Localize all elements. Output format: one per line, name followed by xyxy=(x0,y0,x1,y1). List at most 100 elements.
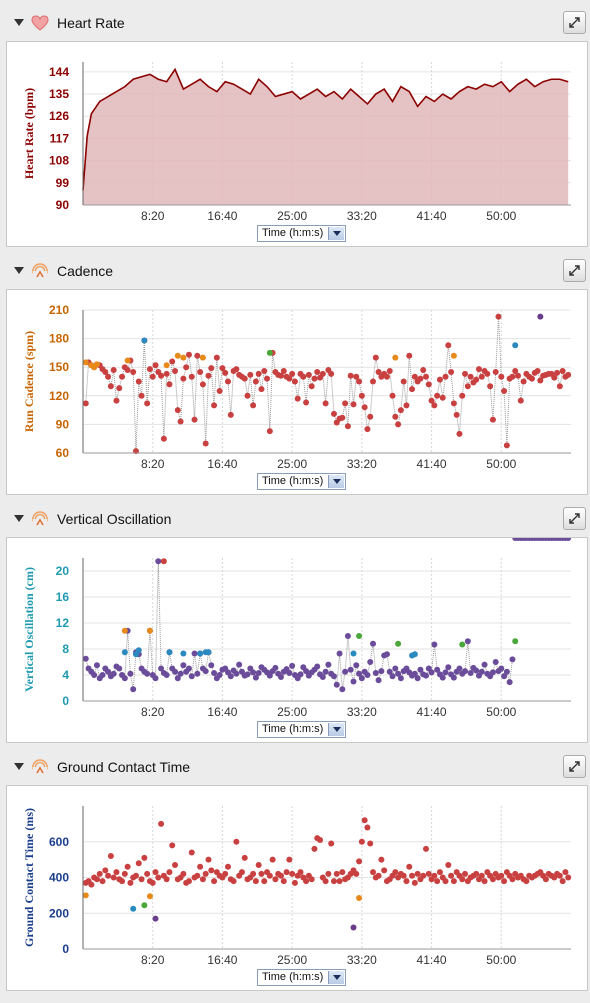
data-point xyxy=(375,677,382,684)
expand-button[interactable] xyxy=(563,507,586,530)
time-unit-select[interactable]: Time (h:m:s) xyxy=(257,969,346,986)
data-point xyxy=(325,870,332,877)
time-unit-select[interactable]: Time (h:m:s) xyxy=(257,225,346,242)
highlight-data-point xyxy=(146,893,153,900)
data-point xyxy=(565,538,572,541)
data-point xyxy=(272,664,279,671)
data-point xyxy=(353,373,360,380)
data-point xyxy=(542,876,549,883)
data-point xyxy=(439,674,446,681)
time-unit-select[interactable]: Time (h:m:s) xyxy=(257,473,346,490)
data-point xyxy=(130,686,137,693)
data-point xyxy=(177,418,184,425)
data-point xyxy=(361,817,368,824)
highlight-data-point xyxy=(356,895,363,902)
data-point xyxy=(205,856,212,863)
highlight-data-point xyxy=(512,638,519,645)
data-point xyxy=(238,869,245,876)
data-point xyxy=(241,854,248,861)
data-point xyxy=(456,430,463,437)
time-unit-select[interactable]: Time (h:m:s) xyxy=(257,721,346,738)
data-point xyxy=(188,849,195,856)
highlight-data-point xyxy=(411,651,418,658)
data-point xyxy=(397,675,404,682)
data-point xyxy=(177,670,184,677)
collapse-arrow-icon[interactable] xyxy=(14,515,24,522)
data-point xyxy=(244,392,251,399)
data-point xyxy=(236,661,243,668)
data-point xyxy=(144,870,151,877)
collapse-arrow-icon[interactable] xyxy=(14,267,24,274)
data-point xyxy=(130,368,137,375)
data-point xyxy=(322,400,329,407)
cadence-chart-panel: 60 90 120 150 180 210 8:20 16:40 25:00 33:20 41:40… xyxy=(6,289,588,495)
chevron-down-icon xyxy=(328,723,344,736)
data-point xyxy=(174,675,181,682)
data-point xyxy=(250,402,257,409)
heart-rate-line xyxy=(82,67,569,191)
highlight-data-point xyxy=(135,647,142,654)
data-point xyxy=(509,656,516,663)
data-point xyxy=(211,878,218,885)
x-tick-label: 8:20 xyxy=(141,457,165,471)
data-point xyxy=(420,367,427,374)
chevron-down-icon xyxy=(328,971,344,984)
data-point xyxy=(473,376,480,383)
data-point xyxy=(431,872,438,879)
data-point xyxy=(261,368,268,375)
collapse-arrow-icon[interactable] xyxy=(14,763,24,770)
data-point xyxy=(509,373,516,380)
data-point xyxy=(367,413,374,420)
data-point xyxy=(353,662,360,669)
data-point xyxy=(556,383,563,390)
data-point xyxy=(233,838,240,845)
data-point xyxy=(431,402,438,409)
collapse-arrow-icon[interactable] xyxy=(14,19,24,26)
data-point xyxy=(565,874,572,881)
data-point xyxy=(225,378,232,385)
data-point xyxy=(286,856,293,863)
data-point xyxy=(107,383,114,390)
data-point xyxy=(258,870,265,877)
data-point xyxy=(283,869,290,876)
data-point xyxy=(459,392,466,399)
expand-button[interactable] xyxy=(563,755,586,778)
data-point xyxy=(434,666,441,673)
data-point xyxy=(448,872,455,879)
x-tick-label: 25:00 xyxy=(277,953,307,967)
data-point xyxy=(180,662,187,669)
data-point xyxy=(110,367,117,374)
data-point xyxy=(110,670,117,677)
data-point xyxy=(434,392,441,399)
data-point xyxy=(166,869,173,876)
data-point xyxy=(202,870,209,877)
data-point xyxy=(375,872,382,879)
data-point xyxy=(333,681,340,688)
data-point xyxy=(291,879,298,886)
data-point xyxy=(495,313,502,320)
highlight-data-point xyxy=(350,650,357,657)
x-tick-label: 41:40 xyxy=(417,953,447,967)
data-point xyxy=(149,373,156,380)
data-point xyxy=(367,659,374,665)
data-point xyxy=(400,872,407,879)
data-point xyxy=(105,373,112,380)
data-point xyxy=(158,372,165,379)
expand-button[interactable] xyxy=(563,11,586,34)
data-point xyxy=(375,368,382,375)
data-point xyxy=(222,369,229,376)
data-point xyxy=(255,370,262,377)
y-axis-label: Ground Contact Time (ms) xyxy=(22,808,36,947)
data-point xyxy=(378,668,385,675)
data-point xyxy=(252,878,259,885)
data-point xyxy=(445,664,452,671)
expand-button[interactable] xyxy=(563,259,586,282)
data-point xyxy=(314,663,321,670)
data-point xyxy=(132,872,139,879)
data-point xyxy=(172,861,179,868)
data-point xyxy=(319,370,326,377)
data-point xyxy=(155,874,162,881)
x-tick-label: 33:20 xyxy=(347,457,377,471)
data-point xyxy=(517,397,524,404)
data-point xyxy=(420,872,427,879)
